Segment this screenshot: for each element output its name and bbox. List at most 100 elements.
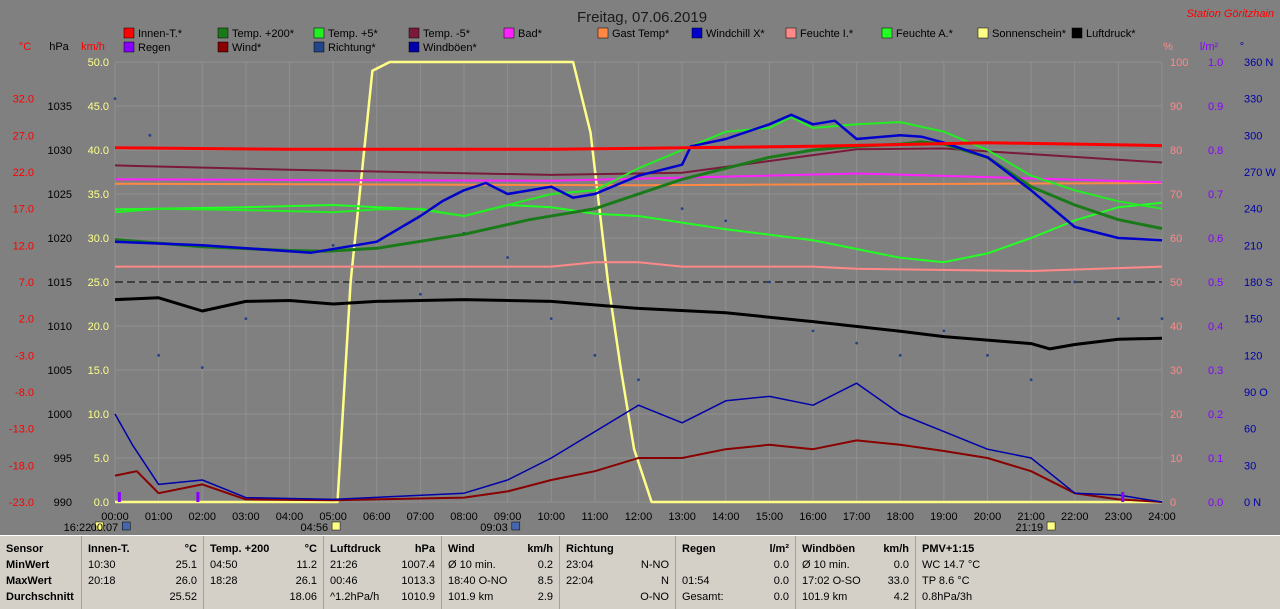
legend-label: Richtung* xyxy=(328,42,376,54)
legend-swatch xyxy=(217,27,229,39)
col-unit: °C xyxy=(184,543,197,555)
legend-swatch xyxy=(597,27,609,39)
legend-label: Innen-T.* xyxy=(138,28,183,40)
series-line xyxy=(114,140,1163,253)
stats-col-wind: Wind km/h Ø 10 min. 0.2 18:40 O-NO 8.5 101.… xyxy=(442,536,560,609)
series-point xyxy=(331,243,335,247)
cell-label: 18:28 xyxy=(210,575,238,587)
axes: 32.0 27.0 22.0 17.0 12.0 7.0 2.0 -3.0 -8.0 -13.0 -… xyxy=(9,57,1276,523)
label-max: MaxWert xyxy=(6,575,52,587)
legend-swatch xyxy=(217,41,229,53)
tick-lm2: 0.0 xyxy=(1208,497,1223,509)
legend-swatch xyxy=(881,27,893,39)
tick-kmh: 15.0 xyxy=(88,365,109,377)
tick-percent: 90 xyxy=(1170,101,1182,113)
series-point xyxy=(113,97,117,101)
cell-label: 23:04 xyxy=(566,559,594,571)
tick-celsius: -23.0 xyxy=(9,497,34,509)
series-point xyxy=(637,378,640,382)
legend-label: Temp. -5* xyxy=(423,28,471,40)
cell-value: 26.0 xyxy=(175,575,197,587)
tick-percent: 80 xyxy=(1170,145,1182,157)
label-sensor: Sensor xyxy=(6,543,44,555)
tick-hpa: 1005 xyxy=(48,365,72,377)
tick-x: 13:00 xyxy=(668,511,696,523)
tick-celsius: 7.0 xyxy=(19,277,34,289)
series-point xyxy=(898,353,902,357)
cell-label: Gesamt: xyxy=(682,591,724,603)
legend-swatch xyxy=(408,27,420,39)
tick-x: 02:00 xyxy=(188,511,216,523)
tick-kmh: 35.0 xyxy=(88,189,109,201)
tick-hpa: 1030 xyxy=(48,145,72,157)
series-line xyxy=(114,116,1163,217)
tick-lm2: 0.7 xyxy=(1208,189,1223,201)
tick-lm2: 0.4 xyxy=(1208,321,1223,333)
cell-value: 0.0 xyxy=(773,591,789,603)
cell-value: 4.2 xyxy=(893,591,909,603)
legend-swatch xyxy=(1071,27,1083,39)
tick-kmh: 30.0 xyxy=(88,233,109,245)
cell-value: 8.5 xyxy=(537,575,553,587)
tick-kmh: 25.0 xyxy=(88,277,109,289)
series-point xyxy=(1160,317,1164,321)
tick-x: 18:00 xyxy=(886,511,914,523)
tick-degrees: 30 xyxy=(1244,460,1256,472)
series-point xyxy=(418,292,422,296)
col-unit: km/h xyxy=(527,543,553,555)
series-layer xyxy=(113,60,1164,504)
cell-label: ^1.2hPa/h xyxy=(330,591,380,603)
tick-degrees: 150 xyxy=(1244,314,1262,326)
cell-value: 18.06 xyxy=(289,591,317,603)
tick-lm2: 0.8 xyxy=(1208,145,1223,157)
tick-kmh: 0.0 xyxy=(94,497,109,509)
col-unit: l/m² xyxy=(769,543,789,555)
series-line xyxy=(114,439,1163,503)
cell-label: 101.9 km xyxy=(448,591,494,603)
tick-celsius: -8.0 xyxy=(15,387,34,399)
series-point xyxy=(811,329,815,333)
label-min: MinWert xyxy=(6,559,50,571)
stats-col-windboeen: Windböen km/h Ø 10 min. 0.0 17:02 O-SO 33.0… xyxy=(796,536,916,609)
cell-value: 1007.4 xyxy=(401,559,435,571)
col-header: Richtung xyxy=(566,543,614,555)
marker-icon xyxy=(94,521,104,531)
tick-x: 19:00 xyxy=(930,511,958,523)
legend-swatch xyxy=(691,27,703,39)
cell-label: 01:54 xyxy=(682,575,710,587)
cell-label: Ø 10 min. xyxy=(802,559,850,571)
col-unit: km/h xyxy=(883,543,909,555)
legend-swatch xyxy=(123,27,135,39)
tick-celsius: 32.0 xyxy=(13,94,34,106)
cell-value: 11.2 xyxy=(296,559,317,571)
tick-x: 09:00 xyxy=(494,511,522,523)
legend-label: Gast Temp* xyxy=(612,28,670,40)
col-header: Innen-T. xyxy=(88,543,130,555)
series-point xyxy=(1029,378,1033,382)
tick-degrees: 60 xyxy=(1244,424,1256,436)
series-point xyxy=(549,317,553,321)
tick-degrees: 330 xyxy=(1244,94,1262,106)
tick-lm2: 0.5 xyxy=(1208,277,1223,289)
cell-value: 2.9 xyxy=(537,591,553,603)
legend-swatch xyxy=(123,41,135,53)
cell-value: 1010.9 xyxy=(401,591,435,603)
tick-kmh: 5.0 xyxy=(94,453,109,465)
legend-swatch xyxy=(313,41,325,53)
tick-x: 04:00 xyxy=(276,511,304,523)
stats-col-pmv: PMV+1:15 WC 14.7 °C TP 8.6 °C 0.8hPa/3h xyxy=(916,536,1280,609)
series-point xyxy=(1116,317,1120,321)
tick-x: 15:00 xyxy=(756,511,784,523)
tick-x: 07:00 xyxy=(407,511,435,523)
tick-percent: 100 xyxy=(1170,57,1188,69)
marker-icon xyxy=(511,521,521,531)
tick-hpa: 1035 xyxy=(48,101,72,113)
col-unit: °C xyxy=(304,543,317,555)
cell-label: Ø 10 min. xyxy=(448,559,496,571)
tick-x: 21:00 xyxy=(1017,511,1045,523)
legend-label: Sonnenschein* xyxy=(992,28,1067,40)
tick-x: 22:00 xyxy=(1061,511,1089,523)
cell-label: 04:50 xyxy=(210,559,238,571)
tick-celsius: 27.0 xyxy=(13,130,34,142)
tick-degrees: 0 N xyxy=(1244,497,1261,509)
